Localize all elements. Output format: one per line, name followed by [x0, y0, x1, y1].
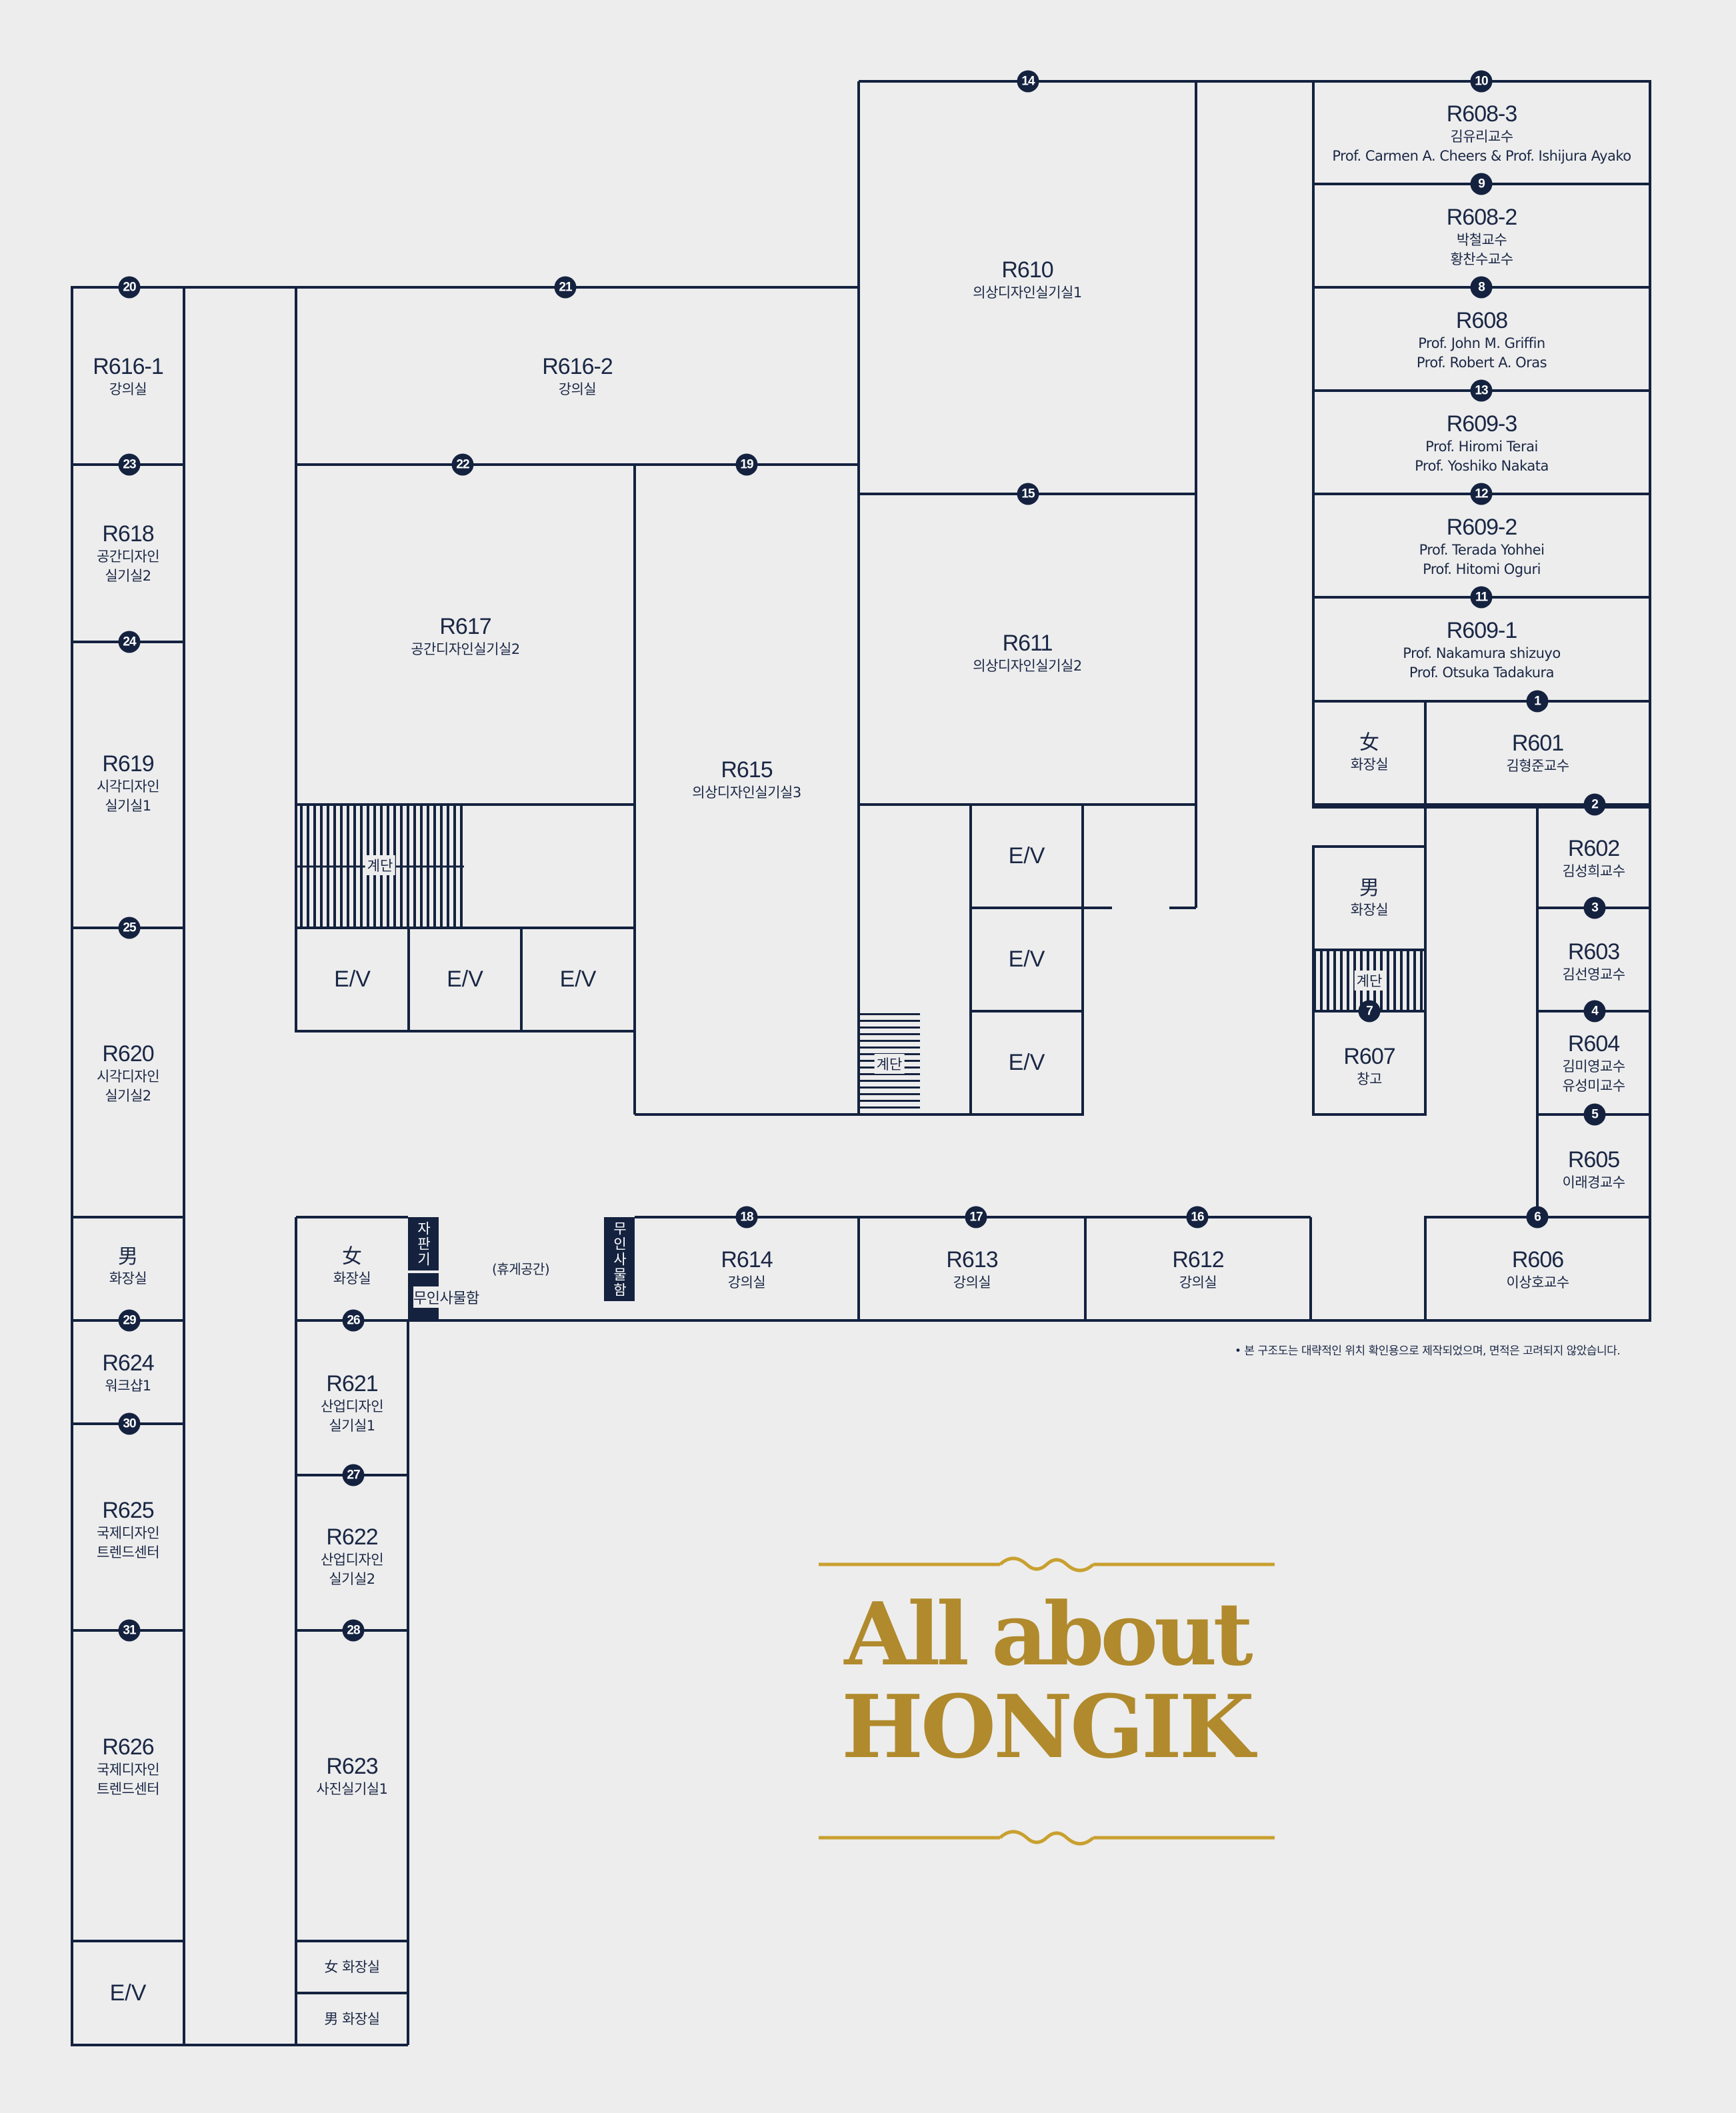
marker-22[interactable]: 22: [451, 453, 474, 476]
marker-20[interactable]: 20: [118, 276, 141, 299]
stairs-left: [297, 805, 1425, 1114]
locker-label: 무인사물함: [413, 1286, 479, 1308]
brand-logo: All about HONGIK: [819, 1586, 1275, 1773]
marker-24[interactable]: 24: [118, 631, 141, 653]
marker-27[interactable]: 27: [342, 1464, 365, 1486]
marker-11[interactable]: 11: [1470, 586, 1493, 609]
marker-13[interactable]: 13: [1470, 379, 1493, 402]
locker-vertical[interactable]: 무인사물함: [604, 1217, 635, 1301]
marker-10[interactable]: 10: [1470, 70, 1493, 93]
marker-9[interactable]: 9: [1470, 173, 1493, 195]
marker-3[interactable]: 3: [1583, 897, 1606, 919]
marker-7[interactable]: 7: [1358, 1000, 1381, 1023]
marker-8[interactable]: 8: [1470, 276, 1493, 299]
marker-4[interactable]: 4: [1583, 1000, 1606, 1023]
stairs-label: 계단: [1354, 971, 1385, 991]
marker-1[interactable]: 1: [1526, 690, 1549, 713]
marker-25[interactable]: 25: [118, 917, 141, 939]
marker-26[interactable]: 26: [342, 1309, 365, 1332]
marker-18[interactable]: 18: [735, 1206, 758, 1228]
marker-23[interactable]: 23: [118, 453, 141, 476]
marker-28[interactable]: 28: [342, 1619, 365, 1642]
marker-2[interactable]: 2: [1583, 793, 1606, 816]
brand-line-2: HONGIK: [841, 1676, 1255, 1778]
marker-17[interactable]: 17: [965, 1206, 987, 1228]
stairs-label: 계단: [365, 855, 395, 875]
lounge-label: (휴게공간): [492, 1261, 550, 1277]
marker-16[interactable]: 16: [1186, 1206, 1209, 1228]
brand-line-1: All about: [844, 1583, 1253, 1685]
marker-29[interactable]: 29: [118, 1309, 141, 1332]
marker-21[interactable]: 21: [554, 276, 577, 299]
marker-30[interactable]: 30: [118, 1412, 141, 1435]
marker-14[interactable]: 14: [1017, 70, 1039, 93]
marker-15[interactable]: 15: [1017, 483, 1039, 505]
marker-6[interactable]: 6: [1526, 1206, 1549, 1228]
marker-12[interactable]: 12: [1470, 483, 1493, 505]
disclaimer-note: • 본 구조도는 대략적인 위치 확인용으로 제작되었으며, 면적은 고려되지 …: [1235, 1344, 1621, 1358]
brand-ornament: [819, 1556, 1275, 1846]
marker-5[interactable]: 5: [1583, 1103, 1606, 1126]
marker-31[interactable]: 31: [118, 1619, 141, 1642]
marker-19[interactable]: 19: [735, 453, 758, 476]
vending-machine[interactable]: 자판기: [408, 1217, 439, 1270]
stairs-label: 계단: [874, 1054, 905, 1074]
